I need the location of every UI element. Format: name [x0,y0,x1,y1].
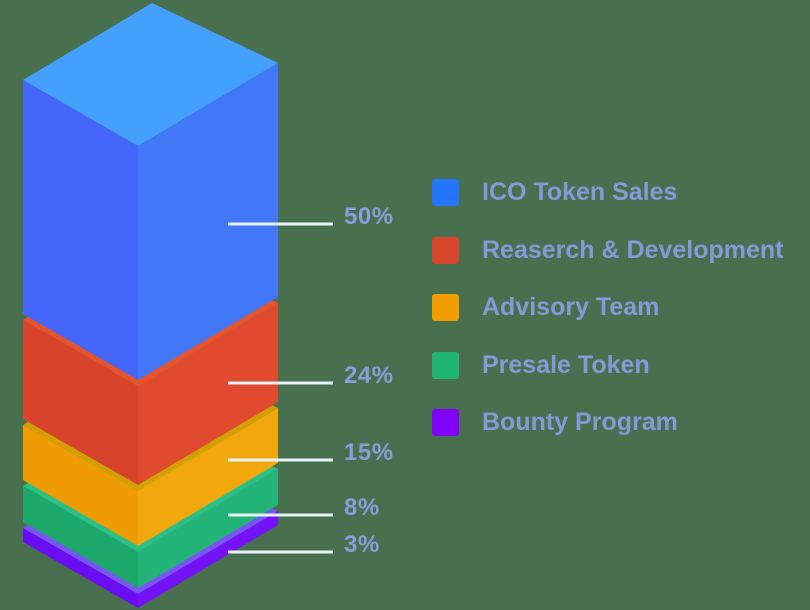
legend-label-reaserch-development: Reaserch & Development [482,235,784,264]
ico-token-sales-left-face [23,80,138,380]
legend-swatch-presale-token [432,351,459,379]
percent-label-advisory-team: 15% [344,439,394,466]
presale-token-right-face [138,469,278,588]
legend-item-bounty-program: Bounty Program [432,408,678,437]
legend-label-bounty-program: Bounty Program [482,408,678,436]
percent-label-reaserch-development: 24% [344,362,394,389]
advisory-team-left-face [23,425,138,546]
percent-label-presale-token: 8% [344,494,380,521]
legend-item-ico-token-sales: ICO Token Sales [432,178,677,207]
legend-swatch-reaserch-development [432,236,459,264]
bounty-program-left-face [23,528,138,608]
legend-item-reaserch-development: Reaserch & Development [432,236,784,265]
legend-swatch-bounty-program [432,409,459,436]
percent-label-ico-token-sales: 50% [344,203,394,230]
legend-label-ico-token-sales: ICO Token Sales [482,178,678,206]
reaserch-development-right-face [138,303,278,485]
ico-token-sales-top-face [23,3,278,146]
legend-item-advisory-team: Advisory Team [432,293,659,322]
reaserch-development-left-face [23,320,138,485]
legend-label-presale-token: Presale Token [482,350,650,379]
legend-swatch-ico-token-sales [432,179,459,206]
legend-label-advisory-team: Advisory Team [482,293,660,321]
legend-swatch-advisory-team [432,294,459,321]
percent-label-bounty-program: 3% [344,531,380,558]
bounty-program-right-face [138,511,278,608]
presale-token-left-face [23,486,138,588]
advisory-team-right-face [138,408,278,546]
ico-token-sales-right-face [138,63,278,380]
legend-item-presale-token: Presale Token [432,351,650,380]
